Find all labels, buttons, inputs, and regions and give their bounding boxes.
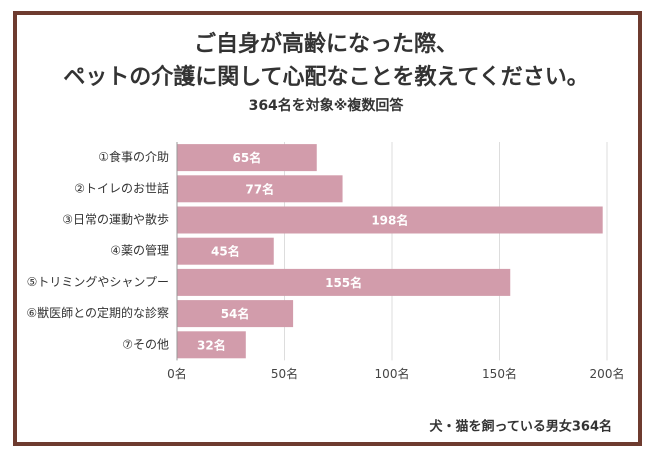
y-tick-label: ①食事の介助	[98, 149, 169, 164]
bar	[177, 331, 246, 359]
value-label: 155名	[325, 275, 362, 290]
value-label: 32名	[197, 337, 226, 352]
x-tick-label: 100名	[375, 366, 410, 381]
bar	[177, 237, 274, 265]
x-tick-label: 50名	[271, 366, 298, 381]
value-label: 77名	[245, 181, 274, 196]
chart-subtitle: 364名を対象※複数回答	[249, 97, 405, 114]
y-tick-label: ⑥獣医師との定期的な診察	[26, 305, 169, 320]
y-tick-label: ②トイレのお世話	[74, 180, 169, 195]
bar	[177, 144, 317, 172]
note: 犬・猫を飼っている男女364名	[430, 419, 613, 435]
value-label: 45名	[211, 244, 240, 259]
x-tick-label: 0名	[167, 366, 187, 381]
bar	[177, 206, 603, 234]
bar	[177, 268, 511, 296]
x-tick-label: 150名	[482, 366, 517, 381]
value-label: 198名	[371, 213, 408, 228]
chart-title: ペットの介護に関して心配なことを教えてください。	[63, 64, 589, 90]
y-tick-label: ④薬の管理	[110, 243, 169, 258]
bar	[177, 175, 343, 203]
y-tick-label: ③日常の運動や散歩	[62, 212, 169, 227]
y-tick-label: ⑦その他	[122, 337, 169, 351]
x-tick-label: 200名	[590, 366, 625, 381]
value-label: 54名	[221, 306, 250, 321]
value-label: 65名	[233, 150, 262, 165]
bar	[177, 300, 294, 328]
y-tick-label: ⑤トリミングやシャンプー	[27, 275, 169, 289]
chart-title: ご自身が高齢になった際、	[194, 31, 458, 57]
